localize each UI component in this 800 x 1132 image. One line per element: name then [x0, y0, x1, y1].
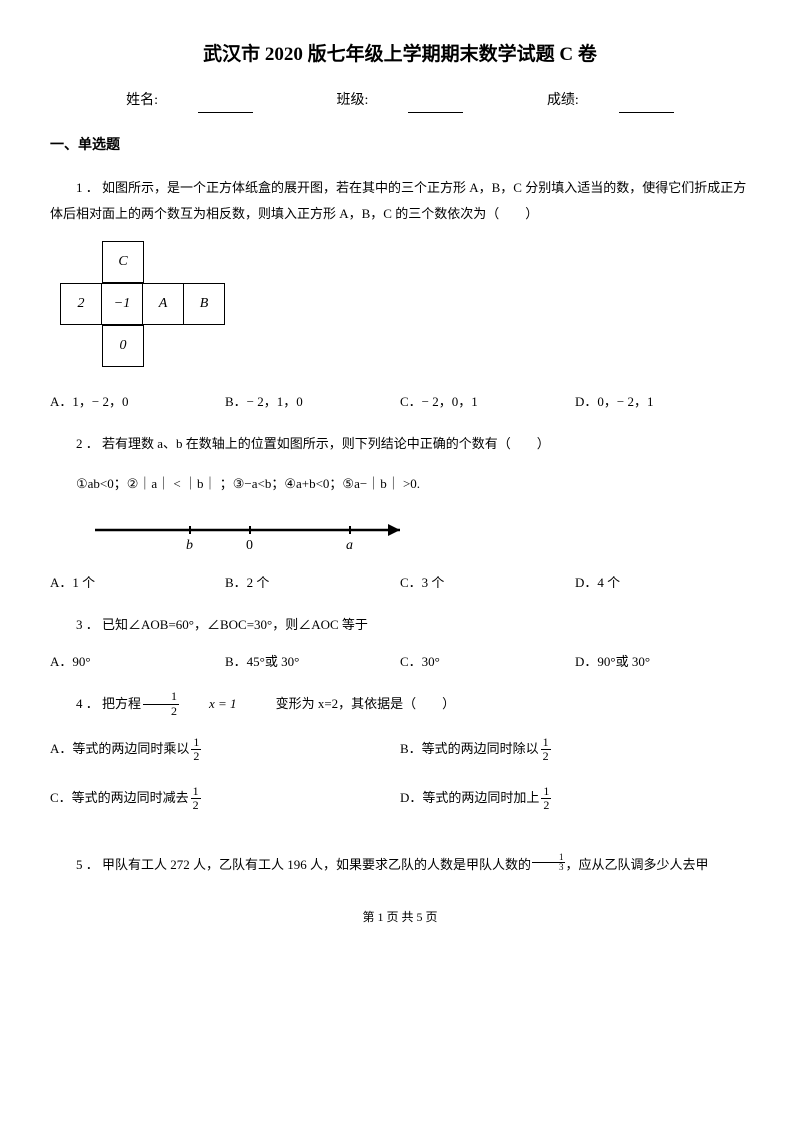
- q5-fraction: 13: [532, 853, 565, 872]
- q4-opt-c-frac: 1 2: [191, 785, 201, 812]
- net-cell-c: C: [102, 241, 144, 283]
- question-4: 4 ． 把方程 1 2 x = 1 变形为 x=2，其依据是（ ）: [50, 690, 750, 717]
- q2-options: A．1 个 B．2 个 C．3 个 D．4 个: [50, 573, 750, 594]
- q4-opt-a: A．等式的两边同时乘以 1 2: [50, 736, 400, 763]
- question-5: 5 ． 甲队有工人 272 人，乙队有工人 196 人，如果要求乙队的人数是甲队…: [50, 852, 750, 878]
- net-cell-neg1: −1: [101, 283, 143, 325]
- question-3: 3 ． 已知∠AOB=60°，∠BOC=30°，则∠AOC 等于: [50, 612, 750, 638]
- q4-suffix: 变形为 x=2，其依据是（ ）: [237, 691, 456, 717]
- q1-options: A．1，− 2，0 B．− 2，1，0 C．− 2，0，1 D．0，− 2，1: [50, 392, 750, 413]
- number-line-diagram: b 0 a: [90, 515, 750, 555]
- class-blank[interactable]: [408, 98, 463, 113]
- score-label: 成绩:: [547, 93, 579, 108]
- net-cell-b: B: [183, 283, 225, 325]
- student-info-row: 姓名: 班级: 成绩:: [50, 90, 750, 112]
- q4-opt-a-frac: 1 2: [191, 736, 201, 763]
- cube-net-diagram: C 2 −1 A B 0: [60, 241, 750, 374]
- q3-opt-c: C．30°: [400, 652, 575, 673]
- numline-zero-label: 0: [246, 535, 253, 557]
- q3-options: A．90° B．45°或 30° C．30° D．90°或 30°: [50, 652, 750, 673]
- q4-opt-d: D．等式的两边同时加上 1 2: [400, 785, 750, 812]
- q2-opt-d: D．4 个: [575, 573, 750, 594]
- q2-statements: ①ab<0；②｜a｜ < ｜b｜ ；③−a<b；④a+b<0；⑤a−｜b｜ >0…: [50, 471, 750, 497]
- q4-opt-b-frac: 1 2: [541, 736, 551, 763]
- q3-opt-b: B．45°或 30°: [225, 652, 400, 673]
- numline-a-label: a: [346, 535, 353, 557]
- section-1-title: 一、单选题: [50, 135, 750, 157]
- q4-opt-c: C．等式的两边同时减去 1 2: [50, 785, 400, 812]
- q4-opt-d-frac: 1 2: [541, 785, 551, 812]
- page-title: 武汉市 2020 版七年级上学期期末数学试题 C 卷: [50, 40, 750, 70]
- q1-opt-b: B．− 2，1，0: [225, 392, 400, 413]
- question-2: 2 ． 若有理数 a、b 在数轴上的位置如图所示，则下列结论中正确的个数有（ ）: [50, 431, 750, 457]
- net-cell-0: 0: [102, 325, 144, 367]
- q4-fraction: 1 2: [143, 690, 179, 717]
- q4-opt-b: B．等式的两边同时除以 1 2: [400, 736, 750, 763]
- score-blank[interactable]: [619, 98, 674, 113]
- q2-opt-a: A．1 个: [50, 573, 225, 594]
- class-label: 班级:: [337, 93, 369, 108]
- q5-suffix: ，应从乙队调多少人去甲: [566, 857, 709, 872]
- q2-opt-b: B．2 个: [225, 573, 400, 594]
- name-blank[interactable]: [198, 98, 253, 113]
- name-label: 姓名:: [126, 93, 158, 108]
- q1-opt-d: D．0，− 2，1: [575, 392, 750, 413]
- q2-opt-c: C．3 个: [400, 573, 575, 594]
- page-footer: 第 1 页 共 5 页: [50, 908, 750, 927]
- q1-opt-a: A．1，− 2，0: [50, 392, 225, 413]
- q4-options: A．等式的两边同时乘以 1 2 B．等式的两边同时除以 1 2 C．等式的两边同…: [50, 736, 750, 835]
- question-1: 1 ． 如图所示，是一个正方体纸盒的展开图，若在其中的三个正方形 A，B，C 分…: [50, 175, 750, 227]
- net-cell-a: A: [142, 283, 184, 325]
- q3-opt-a: A．90°: [50, 652, 225, 673]
- q4-eq: x = 1: [183, 691, 237, 717]
- q1-opt-c: C．− 2，0，1: [400, 392, 575, 413]
- q3-opt-d: D．90°或 30°: [575, 652, 750, 673]
- net-cell-2: 2: [60, 283, 102, 325]
- numline-b-label: b: [186, 535, 193, 557]
- q5-prefix: 5 ． 甲队有工人 272 人，乙队有工人 196 人，如果要求乙队的人数是甲队…: [76, 857, 531, 872]
- q4-prefix: 4 ． 把方程: [50, 691, 141, 717]
